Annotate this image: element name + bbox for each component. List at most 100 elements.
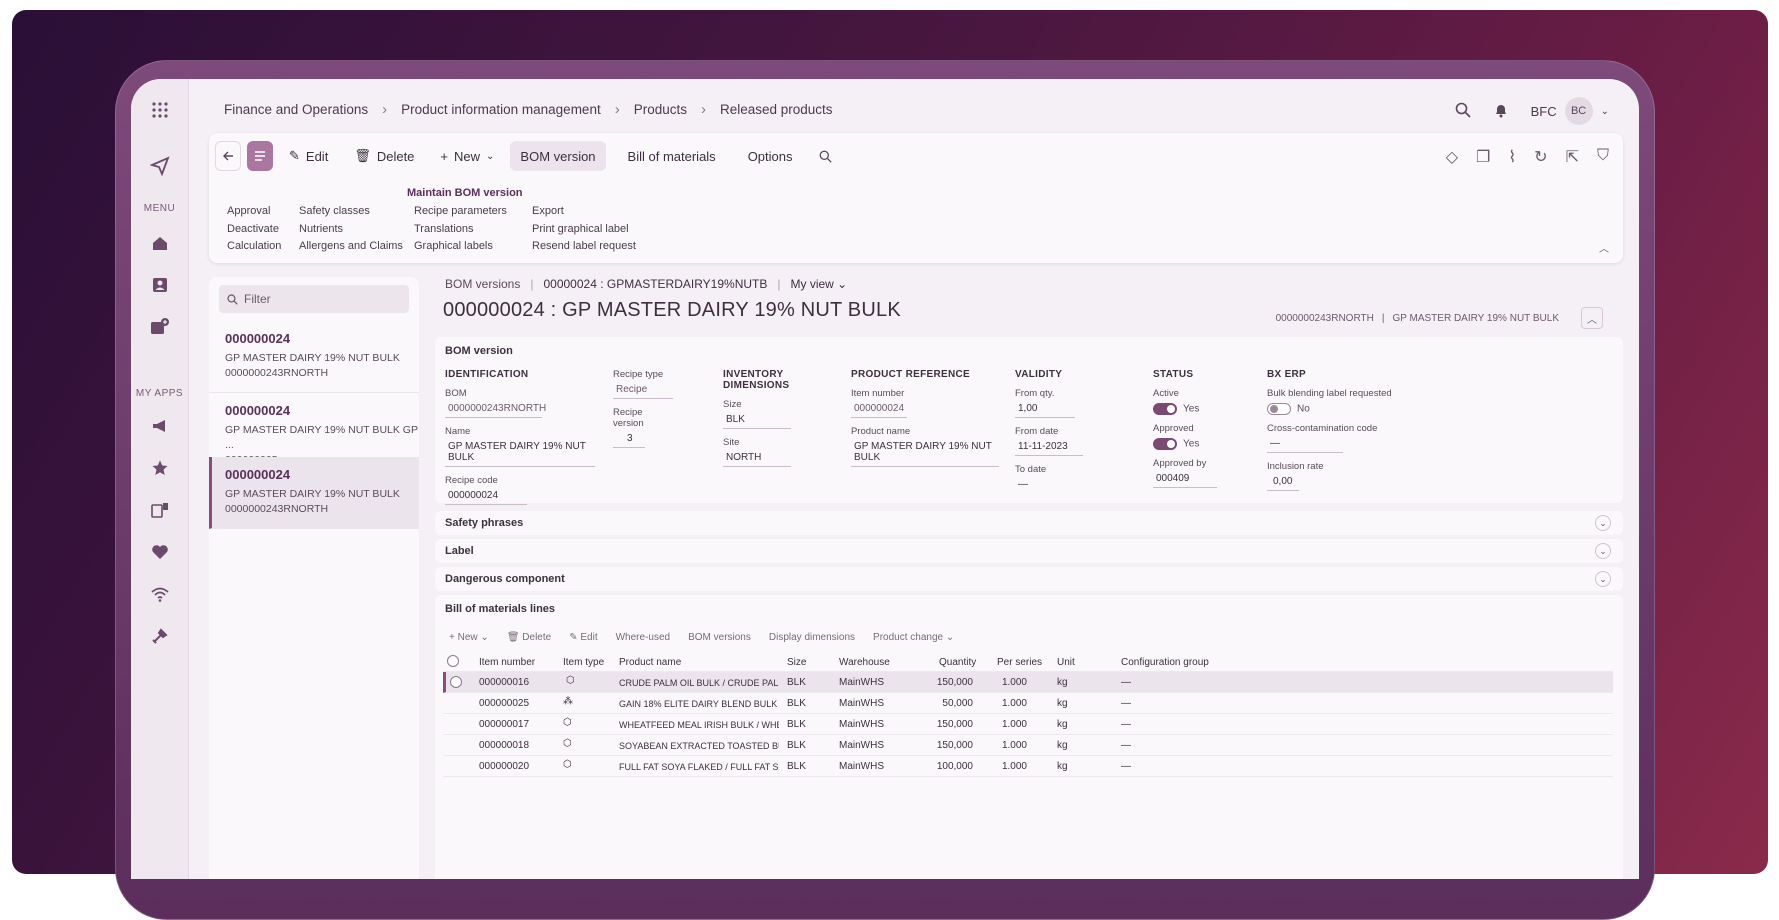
app-launcher-icon[interactable]: [149, 99, 171, 121]
menu-item-deactivate[interactable]: Deactivate: [227, 222, 279, 235]
column-header[interactable]: Configuration group: [1121, 657, 1209, 668]
bom-versions-button[interactable]: BOM versions: [688, 632, 751, 643]
section-dangerous-component[interactable]: Dangerous component ⌄: [435, 567, 1623, 591]
star-icon[interactable]: [149, 457, 171, 479]
delete-button[interactable]: 🗑 Delete: [344, 141, 424, 171]
where-used-button[interactable]: Where-used: [615, 632, 671, 643]
bulk-blending-toggle[interactable]: Bulk blending label requested No: [1267, 388, 1392, 415]
breadcrumb-item[interactable]: Released products: [719, 101, 833, 117]
megaphone-icon[interactable]: [149, 415, 171, 437]
site-field[interactable]: Site NORTH: [723, 437, 838, 467]
collapse-header-button[interactable]: ︿: [1581, 307, 1603, 329]
column-header[interactable]: Item number: [479, 657, 536, 668]
column-header[interactable]: Quantity: [939, 657, 977, 668]
search-icon[interactable]: [809, 141, 842, 171]
table-row[interactable]: 000000018 ⬡ SOYABEAN EXTRACTED TOASTED B…: [443, 735, 1613, 756]
dashboard-icon[interactable]: [149, 499, 171, 521]
list-item[interactable]: 000000024 GP MASTER DAIRY 19% NUT BULK 0…: [209, 457, 419, 529]
chevron-down-icon[interactable]: ⌄: [1595, 571, 1611, 587]
column-header[interactable]: Warehouse: [839, 657, 890, 668]
send-icon[interactable]: [149, 155, 171, 177]
view-selector[interactable]: My view ⌄: [790, 277, 848, 291]
chevron-down-icon[interactable]: ⌄: [1595, 543, 1611, 559]
toggle-switch[interactable]: [1153, 438, 1177, 450]
user-menu[interactable]: BFC BC ⌄: [1531, 97, 1609, 125]
menu-item-export[interactable]: Export: [532, 205, 564, 217]
menu-item-graphical-labels[interactable]: Graphical labels: [414, 240, 493, 252]
column-header[interactable]: Item type: [563, 657, 605, 668]
tab-options[interactable]: Options: [747, 148, 793, 164]
list-item[interactable]: 000000024 GP MASTER DAIRY 19% NUT BULK 0…: [209, 321, 419, 393]
chevron-down-icon[interactable]: ⌄: [1595, 515, 1611, 531]
edit-button[interactable]: ✎ Edit: [279, 141, 338, 171]
crumb-root[interactable]: BOM versions: [445, 277, 521, 291]
breadcrumb-item[interactable]: Products: [633, 101, 687, 117]
column-header[interactable]: Size: [787, 657, 807, 668]
breadcrumb-item[interactable]: Product information management: [401, 101, 601, 117]
table-row[interactable]: 000000025 ⁂ GAIN 18% ELITE DAIRY BLEND B…: [443, 693, 1613, 714]
active-toggle[interactable]: Active Yes: [1153, 388, 1200, 415]
product-name-field[interactable]: Product name GP MASTER DAIRY 19% NUT BULK: [851, 426, 999, 467]
menu-item-safety-classes[interactable]: Safety classes: [299, 205, 370, 217]
menu-item-approval[interactable]: Approval: [227, 205, 271, 217]
new-line-button[interactable]: + New ⌄: [449, 632, 489, 643]
menu-item-print-label[interactable]: Print graphical label: [532, 222, 629, 235]
heart-icon[interactable]: [149, 541, 171, 563]
menu-item-calculation[interactable]: Calculation: [227, 240, 282, 252]
edit-line-button[interactable]: ✎ Edit: [569, 632, 598, 643]
tools-icon[interactable]: [149, 625, 171, 647]
tab-bom-version[interactable]: BOM version: [510, 141, 606, 171]
table-row[interactable]: 000000020 ⬡ FULL FAT SOYA FLAKED / FULL …: [443, 756, 1613, 777]
back-button[interactable]: [215, 141, 241, 171]
diamond-icon[interactable]: ◇: [1445, 149, 1459, 166]
from-date-field[interactable]: From date 11-11-2023: [1015, 426, 1135, 456]
approved-by-field[interactable]: Approved by 000409: [1153, 458, 1253, 488]
contacts-icon[interactable]: [149, 274, 171, 296]
column-header[interactable]: Unit: [1057, 657, 1075, 668]
column-header[interactable]: Product name: [619, 657, 682, 668]
delete-line-button[interactable]: 🗑 Delete: [506, 632, 552, 643]
to-date-field[interactable]: To date —: [1015, 464, 1047, 490]
size-field[interactable]: Size BLK: [723, 399, 838, 429]
from-qty-field[interactable]: From qty. 1,00: [1015, 388, 1135, 418]
cross-contamination-field[interactable]: Cross-contamination code —: [1267, 423, 1417, 453]
toggle-switch[interactable]: [1267, 403, 1291, 415]
recipe-version-field[interactable]: Recipe version 3: [613, 407, 673, 448]
table-row[interactable]: 000000016 ⬡ CRUDE PALM OIL BULK / CRUDE …: [443, 672, 1613, 693]
section-safety-phrases[interactable]: Safety phrases ⌄: [435, 511, 1623, 535]
column-header[interactable]: Per series: [997, 657, 1043, 668]
row-radio[interactable]: [450, 676, 462, 688]
wifi-icon[interactable]: [149, 583, 171, 605]
menu-item-recipe-parameters[interactable]: Recipe parameters: [414, 205, 507, 217]
bell-icon[interactable]: [1493, 102, 1509, 121]
home-icon[interactable]: [149, 232, 171, 254]
inclusion-rate-field[interactable]: Inclusion rate 0,00: [1267, 461, 1417, 491]
name-field[interactable]: Name GP MASTER DAIRY 19% NUT BULK: [445, 426, 595, 467]
chevron-up-icon[interactable]: ︿: [1599, 244, 1609, 255]
filter-icon[interactable]: ⛉: [1596, 147, 1609, 164]
recipe-code-field[interactable]: Recipe code 000000024: [445, 475, 595, 505]
item-number-field[interactable]: Item number 000000024: [851, 388, 999, 418]
list-item[interactable]: 000000024 GP MASTER DAIRY 19% NUT BULK G…: [209, 393, 419, 466]
paperclip-icon[interactable]: ⌇: [1508, 149, 1517, 166]
open-new-icon[interactable]: ⇱: [1565, 149, 1579, 166]
tab-bill-of-materials[interactable]: Bill of materials: [627, 148, 716, 164]
menu-item-allergens[interactable]: Allergens and Claims: [299, 240, 403, 252]
product-change-button[interactable]: Product change ⌄: [873, 632, 955, 643]
refresh-icon[interactable]: ↻: [1534, 149, 1548, 166]
menu-item-resend-label[interactable]: Resend label request: [532, 240, 636, 252]
recipe-type-field[interactable]: Recipe type Recipe: [613, 369, 673, 399]
display-dimensions-button[interactable]: Display dimensions: [768, 632, 856, 643]
new-button[interactable]: + New ⌄: [430, 141, 504, 171]
search-icon[interactable]: [1455, 102, 1471, 121]
toggle-switch[interactable]: [1153, 403, 1177, 415]
approved-toggle[interactable]: Approved Yes: [1153, 423, 1200, 450]
list-toggle-button[interactable]: [247, 141, 273, 171]
menu-item-translations[interactable]: Translations: [414, 222, 474, 235]
copy-icon[interactable]: ❐: [1476, 149, 1491, 166]
filter-input[interactable]: Filter: [219, 285, 409, 313]
breadcrumb-item[interactable]: Finance and Operations: [224, 101, 369, 117]
menu-item-nutrients[interactable]: Nutrients: [299, 222, 344, 235]
new-list-icon[interactable]: [149, 316, 171, 338]
section-label[interactable]: Label ⌄: [435, 539, 1623, 563]
